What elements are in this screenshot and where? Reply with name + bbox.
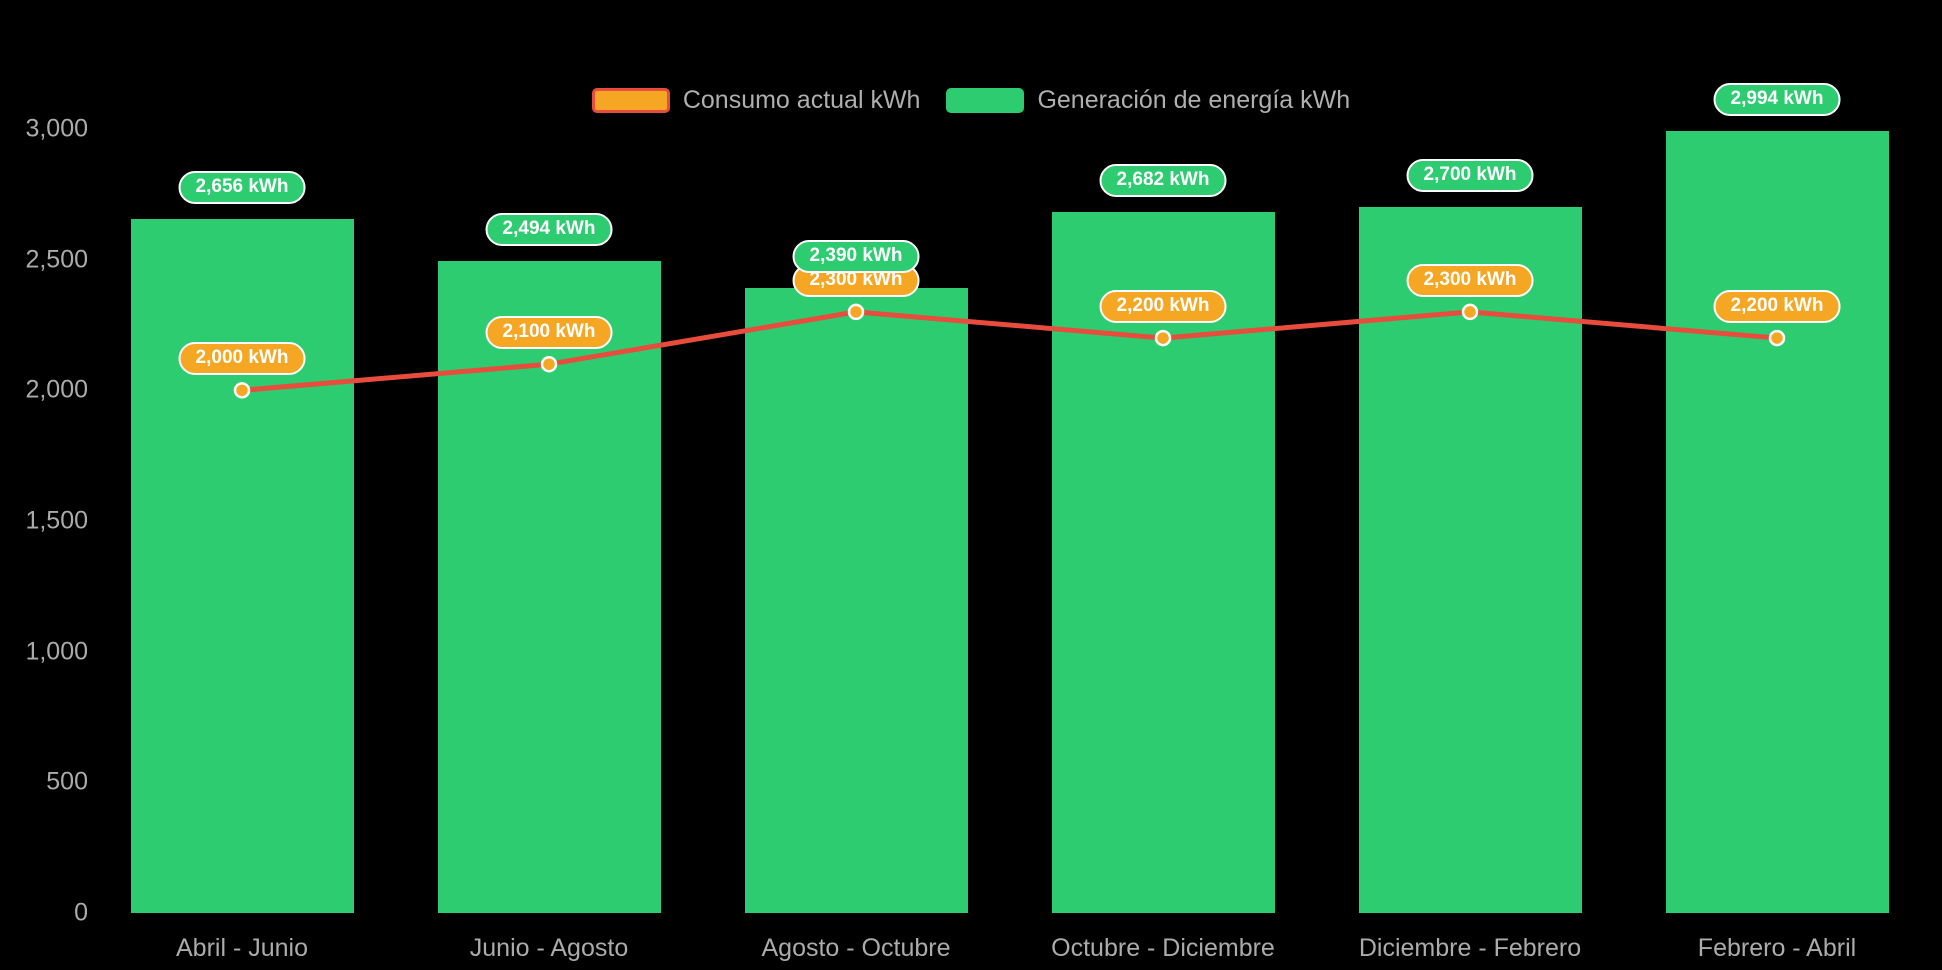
generation-bar[interactable]: [744, 288, 968, 913]
y-axis-label: 2,000: [25, 375, 88, 404]
legend-item-generacion[interactable]: Generación de energía kWh: [946, 86, 1350, 115]
generation-value-label: 2,682 kWh: [1099, 164, 1227, 198]
generation-value-label: 2,656 kWh: [178, 170, 306, 204]
x-axis-label: Febrero - Abril: [1697, 934, 1857, 962]
generation-bar[interactable]: [130, 218, 354, 913]
consumption-value-label: 2,200 kWh: [1099, 290, 1227, 324]
consumption-value-label: 2,100 kWh: [485, 316, 613, 350]
consumption-point[interactable]: [1154, 329, 1172, 347]
consumption-value-label: 2,000 kWh: [178, 342, 306, 376]
consumption-point[interactable]: [1461, 303, 1479, 321]
x-axis-label: Agosto - Octubre: [761, 934, 951, 962]
legend-swatch-consumo-icon: [591, 88, 670, 113]
y-axis-label: 1,000: [25, 637, 88, 666]
consumption-value-label: 2,200 kWh: [1713, 290, 1841, 324]
chart-legend: Consumo actual kWh Generación de energía …: [0, 86, 1942, 115]
y-axis-label: 1,500: [25, 506, 88, 535]
x-axis-label: Junio - Agosto: [469, 934, 629, 962]
y-axis-label: 2,500: [25, 245, 88, 274]
consumption-point[interactable]: [233, 382, 251, 399]
consumption-point[interactable]: [847, 303, 865, 321]
x-axis-label: Abril - Junio: [176, 934, 308, 962]
consumption-point[interactable]: [1768, 329, 1786, 347]
y-axis-label: 500: [46, 767, 88, 796]
legend-swatch-generacion-icon: [946, 88, 1025, 113]
generation-value-label: 2,994 kWh: [1713, 82, 1841, 116]
x-axis-label: Octubre - Diciembre: [1051, 934, 1275, 962]
generation-value-label: 2,700 kWh: [1406, 159, 1534, 193]
consumption-value-label: 2,300 kWh: [1406, 263, 1534, 297]
legend-item-consumo[interactable]: Consumo actual kWh: [591, 86, 921, 115]
y-axis-label: 0: [74, 898, 88, 927]
generation-bar[interactable]: [1665, 130, 1889, 913]
x-axis-label: Diciembre - Febrero: [1358, 934, 1582, 962]
generation-value-label: 2,494 kWh: [485, 213, 613, 247]
consumption-point[interactable]: [540, 355, 558, 373]
y-axis-label: 3,000: [25, 114, 88, 143]
legend-label-generacion: Generación de energía kWh: [1037, 86, 1351, 114]
legend-label-consumo: Consumo actual kWh: [682, 86, 921, 114]
generation-value-label: 2,390 kWh: [792, 240, 920, 274]
